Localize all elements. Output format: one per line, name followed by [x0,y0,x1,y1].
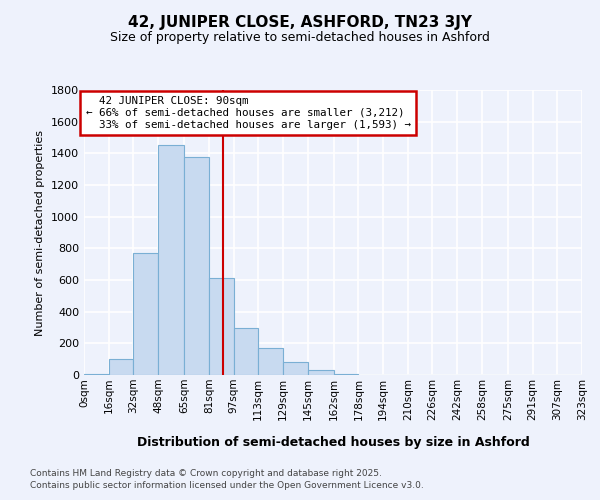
Bar [158,146,184,375]
Bar [133,253,158,375]
Text: 42 JUNIPER CLOSE: 90sqm
← 66% of semi-detached houses are smaller (3,212)
  33% : 42 JUNIPER CLOSE: 90sqm ← 66% of semi-de… [86,96,410,130]
Bar [233,328,258,375]
Bar [283,362,308,375]
Bar [184,156,209,375]
Text: Contains HM Land Registry data © Crown copyright and database right 2025.: Contains HM Land Registry data © Crown c… [30,470,382,478]
Bar [109,359,133,375]
Bar [334,374,358,375]
Text: 42, JUNIPER CLOSE, ASHFORD, TN23 3JY: 42, JUNIPER CLOSE, ASHFORD, TN23 3JY [128,15,472,30]
Bar [84,374,109,375]
Text: Distribution of semi-detached houses by size in Ashford: Distribution of semi-detached houses by … [137,436,529,449]
Bar [209,278,233,375]
Text: Size of property relative to semi-detached houses in Ashford: Size of property relative to semi-detach… [110,31,490,44]
Y-axis label: Number of semi-detached properties: Number of semi-detached properties [35,130,46,336]
Bar [308,370,334,375]
Text: Contains public sector information licensed under the Open Government Licence v3: Contains public sector information licen… [30,480,424,490]
Bar [258,348,283,375]
